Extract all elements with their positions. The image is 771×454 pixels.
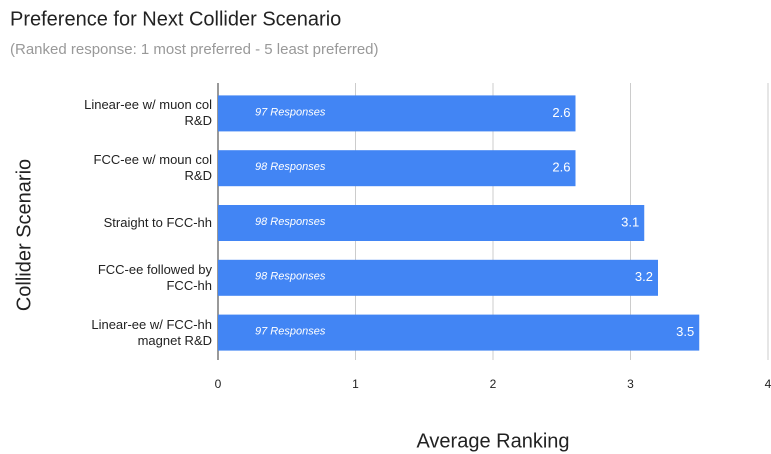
y-tick-label: FCC-ee w/ moun col R&D xyxy=(93,152,212,184)
value-label: 3.5 xyxy=(676,324,694,339)
y-tick-label: Straight to FCC-hh xyxy=(103,215,212,230)
x-tick-label: 0 xyxy=(215,377,222,391)
x-tick-label: 1 xyxy=(352,377,359,391)
bar xyxy=(218,314,700,351)
x-tick-label: 4 xyxy=(765,377,771,391)
bar xyxy=(218,259,658,296)
y-tick-label: Linear-ee w/ muon col R&D xyxy=(84,97,212,129)
x-tick-label: 3 xyxy=(627,377,634,391)
bar xyxy=(218,205,645,241)
value-label: 2.6 xyxy=(552,160,570,175)
y-tick-label: FCC-ee followed by FCC-hh xyxy=(97,261,212,293)
bar-annotation: 97 Responses xyxy=(255,106,326,118)
x-tick-label: 2 xyxy=(490,377,497,391)
bar xyxy=(218,150,576,187)
y-tick-label: Linear-ee w/ FCC-hh magnet R&D xyxy=(91,316,212,348)
y-axis-label: Collider Scenario xyxy=(13,159,35,311)
bar xyxy=(218,95,576,132)
value-label: 2.6 xyxy=(552,105,570,120)
bar-annotation: 97 Responses xyxy=(255,326,326,338)
chart-title: Preference for Next Collider Scenario xyxy=(10,8,341,30)
chart-subtitle: (Ranked response: 1 most preferred - 5 l… xyxy=(10,41,379,58)
bar-annotation: 98 Responses xyxy=(255,161,326,173)
bar-annotation: 98 Responses xyxy=(255,271,326,283)
bar-annotation: 98 Responses xyxy=(255,216,326,228)
x-axis-label: Average Ranking xyxy=(416,430,569,452)
value-label: 3.1 xyxy=(621,214,639,229)
value-label: 3.2 xyxy=(635,269,653,284)
